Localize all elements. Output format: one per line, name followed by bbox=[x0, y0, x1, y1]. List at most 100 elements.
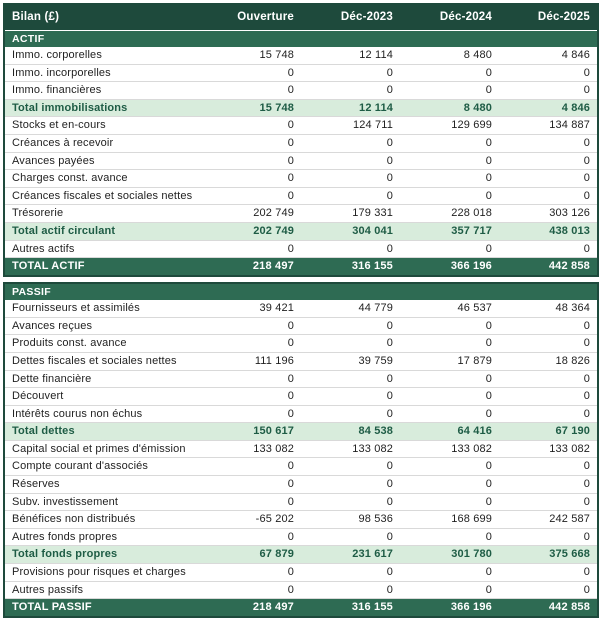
cell-value: 218 497 bbox=[202, 598, 301, 618]
cell-value: 0 bbox=[301, 187, 400, 206]
cell-value: 0 bbox=[202, 317, 301, 336]
cell-value: 0 bbox=[202, 334, 301, 353]
row-label: Créances fiscales et sociales nettes bbox=[4, 187, 202, 206]
cell-value: 98 536 bbox=[301, 510, 400, 529]
table-title: Bilan (£) bbox=[4, 4, 202, 30]
row-label: Immo. corporelles bbox=[4, 47, 202, 65]
cell-value: 0 bbox=[301, 387, 400, 406]
row-label: Immo. incorporelles bbox=[4, 64, 202, 83]
table-row: Découvert 0 0 0 0 bbox=[4, 387, 599, 406]
column-header-dec-2025: Déc-2025 bbox=[499, 4, 598, 30]
cell-value: 0 bbox=[400, 493, 499, 512]
cell-value: 0 bbox=[301, 169, 400, 188]
cell-value: 0 bbox=[202, 405, 301, 424]
cell-value: 316 155 bbox=[301, 598, 400, 618]
cell-value: 44 779 bbox=[301, 300, 400, 318]
cell-value: 0 bbox=[499, 81, 598, 100]
row-label: Intérêts courus non échus bbox=[4, 405, 202, 424]
table-row: Créances à recevoir 0 0 0 0 bbox=[4, 134, 598, 153]
table-row: Avances payées 0 0 0 0 bbox=[4, 152, 598, 171]
cell-value: 17 879 bbox=[400, 352, 499, 371]
cell-value: 0 bbox=[400, 581, 499, 600]
cell-value: 0 bbox=[301, 493, 400, 512]
cell-value: 316 155 bbox=[301, 257, 400, 277]
cell-value: 134 887 bbox=[499, 116, 598, 135]
cell-value: 0 bbox=[202, 116, 301, 135]
passif-section-body: PASSIF Fournisseurs et assimilés 39 421 44 … bbox=[4, 282, 599, 618]
cell-value: 0 bbox=[400, 405, 499, 424]
row-label: Autres passifs bbox=[4, 581, 202, 600]
cell-value: 0 bbox=[499, 528, 599, 547]
table-row: Total fonds propres 67 879 231 617 301 780 3… bbox=[4, 545, 599, 565]
cell-value: 202 749 bbox=[202, 204, 301, 223]
cell-value: 0 bbox=[202, 475, 301, 494]
row-label: Découvert bbox=[4, 387, 202, 406]
cell-value: 8 480 bbox=[400, 47, 499, 65]
cell-value: 0 bbox=[400, 81, 499, 100]
cell-value: 0 bbox=[400, 134, 499, 153]
cell-value: 0 bbox=[400, 457, 499, 477]
table-row: Capital social et primes d'émission 133 0… bbox=[4, 440, 599, 459]
table-row: TOTAL ACTIF 218 497 316 155 366 196 442 858 bbox=[4, 257, 598, 277]
cell-value: 0 bbox=[400, 240, 499, 259]
cell-value: 0 bbox=[301, 240, 400, 259]
cell-value: 0 bbox=[400, 370, 499, 389]
cell-value: 133 082 bbox=[202, 440, 301, 459]
cell-value: 67 190 bbox=[499, 422, 599, 441]
cell-value: 231 617 bbox=[301, 545, 400, 565]
row-label: Total dettes bbox=[4, 422, 202, 441]
cell-value: 0 bbox=[400, 64, 499, 83]
cell-value: 0 bbox=[400, 317, 499, 336]
table-row: Dettes fiscales et sociales nettes 111 19… bbox=[4, 352, 599, 371]
cell-value: 0 bbox=[301, 152, 400, 171]
cell-value: 0 bbox=[499, 387, 599, 406]
cell-value: 0 bbox=[400, 475, 499, 494]
row-label: Total actif circulant bbox=[4, 222, 202, 241]
cell-value: 0 bbox=[202, 387, 301, 406]
cell-value: 84 538 bbox=[301, 422, 400, 441]
cell-value: 133 082 bbox=[499, 440, 599, 459]
table-row: Total immobilisations 15 748 12 114 8 480 4 … bbox=[4, 99, 598, 118]
table-row: Dette financière 0 0 0 0 bbox=[4, 370, 599, 389]
cell-value: 18 826 bbox=[499, 352, 599, 371]
row-label: Immo. financières bbox=[4, 81, 202, 100]
cell-value: 218 497 bbox=[202, 257, 301, 277]
table-row: Réserves 0 0 0 0 bbox=[4, 475, 599, 494]
cell-value: 0 bbox=[301, 134, 400, 153]
table-row: Autres actifs 0 0 0 0 bbox=[4, 240, 598, 259]
cell-value: 0 bbox=[202, 457, 301, 477]
cell-value: 15 748 bbox=[202, 99, 301, 118]
cell-value: 0 bbox=[400, 528, 499, 547]
cell-value: 0 bbox=[499, 334, 599, 353]
cell-value: 39 759 bbox=[301, 352, 400, 371]
section-header-row: ACTIF bbox=[4, 29, 598, 47]
cell-value: 0 bbox=[202, 152, 301, 171]
row-label: Produits const. avance bbox=[4, 334, 202, 353]
cell-value: 0 bbox=[301, 563, 400, 582]
row-label: Charges const. avance bbox=[4, 169, 202, 188]
row-label: Capital social et primes d'émission bbox=[4, 440, 202, 459]
cell-value: 4 846 bbox=[499, 99, 598, 118]
cell-value: 0 bbox=[301, 64, 400, 83]
cell-value: 168 699 bbox=[400, 510, 499, 529]
cell-value: 303 126 bbox=[499, 204, 598, 223]
table-row: Produits const. avance 0 0 0 0 bbox=[4, 334, 599, 353]
cell-value: 124 711 bbox=[301, 116, 400, 135]
cell-value: 0 bbox=[400, 169, 499, 188]
cell-value: 0 bbox=[499, 457, 599, 477]
table-row: Autres fonds propres 0 0 0 0 bbox=[4, 528, 599, 547]
row-label: Avances payées bbox=[4, 152, 202, 171]
table-row: Créances fiscales et sociales nettes 0 0 0 0 bbox=[4, 187, 598, 206]
cell-value: 202 749 bbox=[202, 222, 301, 241]
cell-value: 228 018 bbox=[400, 204, 499, 223]
row-label: Stocks et en-cours bbox=[4, 116, 202, 135]
cell-value: 0 bbox=[499, 169, 598, 188]
cell-value: 133 082 bbox=[301, 440, 400, 459]
cell-value: 129 699 bbox=[400, 116, 499, 135]
cell-value: 0 bbox=[499, 405, 599, 424]
row-label: Trésorerie bbox=[4, 204, 202, 223]
cell-value: 301 780 bbox=[400, 545, 499, 565]
bilan-table-actif: Bilan (£) Ouverture Déc-2023 Déc-2024 Dé… bbox=[3, 3, 599, 278]
column-header-ouverture: Ouverture bbox=[202, 4, 301, 30]
